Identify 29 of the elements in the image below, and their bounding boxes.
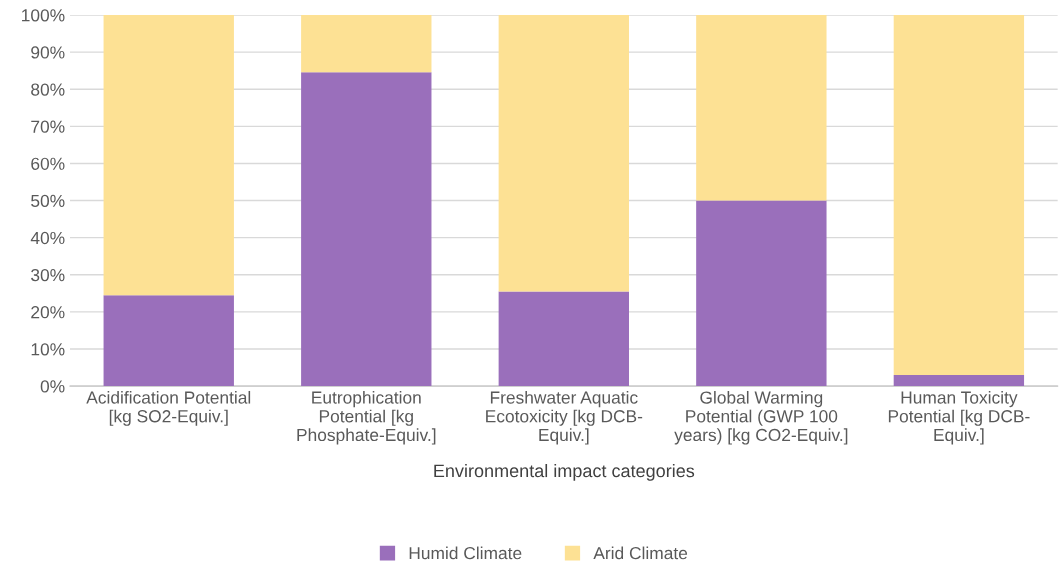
bar bbox=[301, 72, 432, 387]
bar bbox=[301, 15, 432, 73]
x-axis-title: Environmental impact categories bbox=[434, 463, 695, 481]
y-tick-label: 20% bbox=[31, 306, 65, 319]
legend-label: Arid Climate bbox=[593, 546, 688, 560]
y-tick-label: 30% bbox=[31, 268, 65, 282]
bar bbox=[103, 15, 234, 296]
y-tick-label: 0% bbox=[40, 380, 65, 393]
bar bbox=[696, 200, 827, 387]
x-tick-label: Human Toxicity Potential [kg DCB- Equiv.] bbox=[888, 390, 1030, 445]
x-tick-label: Global Warming Potential (GWP 100 years) [kg CO2-Equiv.] bbox=[674, 390, 848, 445]
y-tick-label: 90% bbox=[31, 46, 65, 59]
legend-label: Humid Climate bbox=[409, 546, 522, 560]
y-tick-label: 40% bbox=[30, 231, 65, 245]
bar bbox=[103, 295, 234, 387]
bar bbox=[696, 15, 827, 201]
y-tick-label: 70% bbox=[31, 120, 65, 133]
x-tick-label: Freshwater Aquatic Ecotoxicity [kg DCB- Equiv.] bbox=[486, 390, 643, 445]
y-tick-label: 10% bbox=[31, 343, 65, 356]
y-tick-label: 80% bbox=[31, 83, 65, 96]
bar bbox=[498, 291, 629, 387]
y-tick-label: 100% bbox=[22, 9, 65, 22]
x-tick-label: Acidification Potential [kg SO2-Equiv.] bbox=[86, 390, 251, 426]
bar bbox=[498, 15, 629, 292]
y-tick-label: 60% bbox=[31, 157, 65, 170]
bar bbox=[893, 374, 1025, 387]
bar bbox=[893, 15, 1025, 375]
y-tick-label: 50% bbox=[31, 194, 65, 208]
x-tick-label: Eutrophication Potential [kg Phosphate-Equiv.] bbox=[297, 390, 436, 445]
